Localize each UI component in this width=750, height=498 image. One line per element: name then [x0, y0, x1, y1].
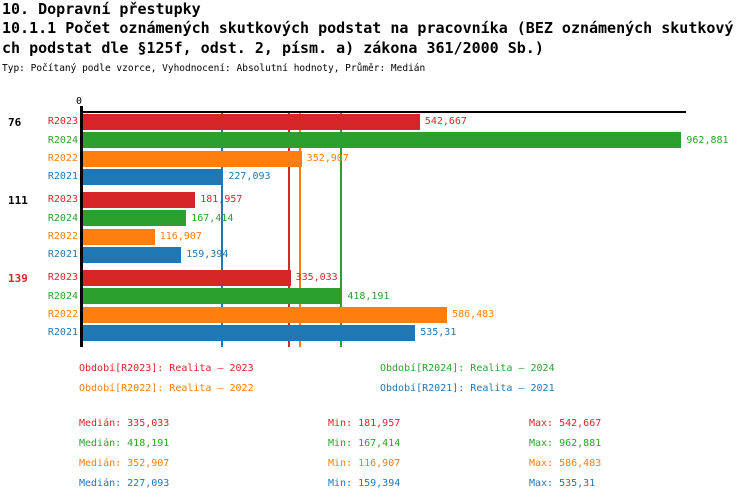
bar-series-label-r2021-group-111: R2021	[47, 249, 78, 261]
group-id-label-139: 139	[8, 271, 28, 285]
bar-series-label-r2021-group-76: R2021	[47, 171, 78, 183]
stat-min-r2021: Min: 159,394	[328, 478, 401, 489]
median-line-r2024	[340, 112, 342, 347]
group-id-label-76: 76	[8, 115, 22, 129]
legend-item-r2024: Období[R2024]: Realita – 2024	[380, 363, 555, 374]
stat-min-r2024: Min: 167,414	[328, 438, 401, 449]
page-title: 10. Dopravní přestupky	[2, 0, 201, 18]
bar-r2023-group-76	[82, 114, 420, 130]
bar-series-label-r2022-group-76: R2022	[47, 152, 78, 164]
page-subtitle-line-1: 10.1.1 Počet oznámených skutkových podst…	[2, 19, 734, 37]
bar-r2023-group-139	[82, 270, 291, 286]
chart-meta-info: Typ: Počítaný podle vzorce, Vyhodnocení:…	[2, 63, 426, 74]
bar-r2021-group-111	[82, 246, 182, 263]
stat-min-r2023: Min: 181,957	[328, 418, 401, 429]
bar-r2021-group-76	[82, 168, 224, 185]
bar-series-label-r2021-group-139: R2021	[47, 327, 78, 339]
page-subtitle-line-2: ch podstat dle §125f, odst. 2, písm. a) …	[2, 39, 544, 57]
bar-value-label-r2021-group-111: 159,394	[186, 249, 229, 261]
bar-r2022-group-76	[82, 150, 302, 167]
bar-r2024-group-111	[82, 210, 187, 227]
bar-series-label-r2024-group-139: R2024	[47, 290, 78, 302]
bar-value-label-r2022-group-139: 586,483	[452, 308, 495, 320]
bar-series-label-r2024-group-76: R2024	[47, 134, 78, 146]
stat-median-r2023: Medián: 335,033	[79, 418, 170, 429]
bar-series-label-r2023-group-111: R2023	[47, 194, 78, 206]
stat-median-r2021: Medián: 227,093	[79, 478, 170, 489]
bar-r2024-group-139	[82, 288, 343, 305]
stat-max-r2021: Max: 535,31	[529, 478, 596, 489]
median-line-r2022	[299, 112, 301, 347]
bar-value-label-r2023-group-139: 335,033	[295, 272, 338, 284]
bar-value-label-r2024-group-139: 418,191	[347, 290, 390, 302]
y-axis-line	[80, 106, 83, 347]
bar-value-label-r2021-group-76: 227,093	[228, 171, 271, 183]
bar-value-label-r2023-group-76: 542,667	[424, 116, 467, 128]
bar-value-label-r2022-group-111: 116,907	[159, 230, 202, 242]
bar-value-label-r2024-group-76: 962,881	[686, 134, 729, 146]
legend-item-r2023: Období[R2023]: Realita – 2023	[79, 363, 254, 374]
bar-series-label-r2022-group-111: R2022	[47, 230, 78, 242]
bar-value-label-r2022-group-76: 352,907	[306, 152, 349, 164]
stat-max-r2023: Max: 542,667	[529, 418, 602, 429]
stat-min-r2022: Min: 116,907	[328, 458, 401, 469]
bar-series-label-r2024-group-111: R2024	[47, 212, 78, 224]
bar-r2024-group-76	[82, 132, 682, 149]
median-line-r2021	[221, 112, 223, 347]
bar-series-label-r2022-group-139: R2022	[47, 308, 78, 320]
group-id-label-111: 111	[8, 193, 28, 207]
bar-value-label-r2023-group-111: 181,957	[200, 194, 243, 206]
stat-median-r2024: Medián: 418,191	[79, 438, 170, 449]
x-axis-top-line	[80, 111, 686, 113]
stat-max-r2022: Max: 586,483	[529, 458, 602, 469]
x-axis-zero-tick-label: 0	[76, 96, 83, 107]
legend-item-r2021: Období[R2021]: Realita – 2021	[380, 383, 555, 394]
bar-value-label-r2021-group-139: 535,31	[420, 327, 457, 339]
bar-series-label-r2023-group-76: R2023	[47, 116, 78, 128]
stat-max-r2024: Max: 962,881	[529, 438, 602, 449]
bar-r2023-group-111	[82, 192, 196, 208]
stat-median-r2022: Medián: 352,907	[79, 458, 170, 469]
median-line-r2023	[288, 112, 290, 347]
bar-r2022-group-111	[82, 228, 155, 245]
bar-r2022-group-139	[82, 306, 448, 323]
bar-r2021-group-139	[82, 324, 416, 341]
bar-value-label-r2024-group-111: 167,414	[191, 212, 234, 224]
bar-series-label-r2023-group-139: R2023	[47, 272, 78, 284]
legend-item-r2022: Období[R2022]: Realita – 2022	[79, 383, 254, 394]
